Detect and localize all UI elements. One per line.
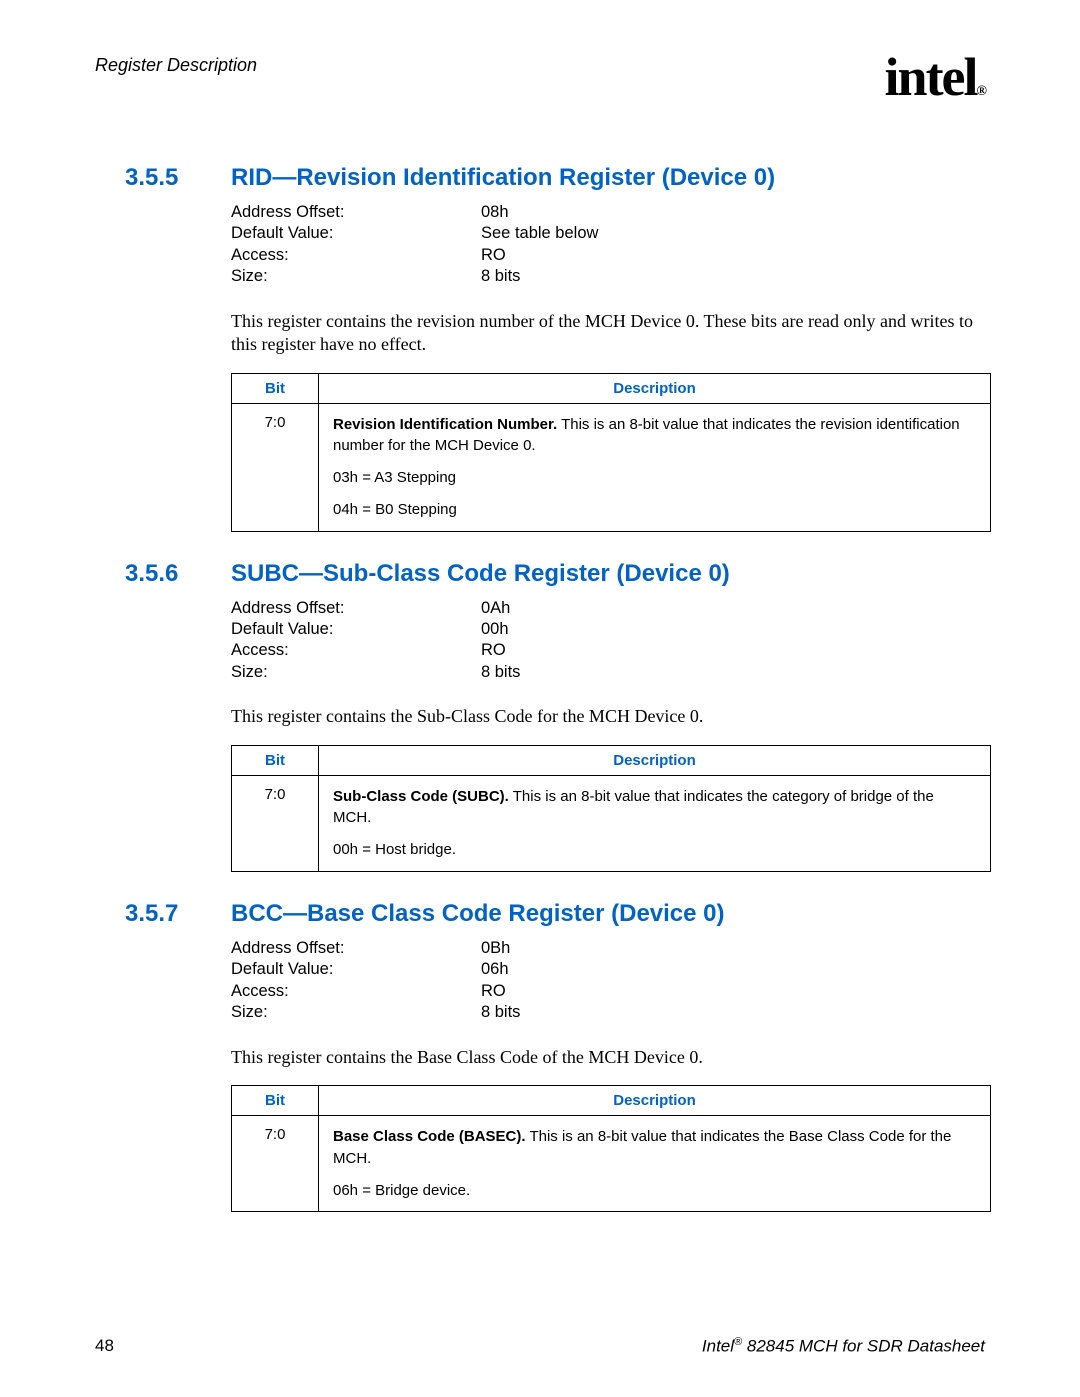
bit-cell: 7:0 [232,403,319,531]
table-row: 7:0 Base Class Code (BASEC). This is an … [232,1116,991,1212]
section-description: This register contains the revision numb… [231,310,985,357]
prop-label: Access: [231,981,481,1002]
desc-bold: Base Class Code (BASEC). [333,1128,526,1145]
prop-label: Size: [231,266,481,287]
page-number: 48 [95,1336,114,1357]
bit-cell: 7:0 [232,1116,319,1212]
desc-bold: Revision Identification Number. [333,416,557,433]
prop-label: Access: [231,640,481,661]
intel-logo: intel® [885,50,985,104]
prop-label: Size: [231,662,481,683]
prop-label: Address Offset: [231,598,481,619]
prop-label: Address Offset: [231,202,481,223]
prop-value: 06h [481,959,509,980]
section-heading: 3.5.6 SUBC—Sub-Class Code Register (Devi… [125,560,985,588]
bit-table: Bit Description 7:0 Base Class Code (BAS… [231,1085,991,1212]
table-header-bit: Bit [232,1086,319,1116]
table-header-desc: Description [319,745,991,775]
table-row: 7:0 Revision Identification Number. This… [232,403,991,531]
register-properties: Address Offset:0Bh Default Value:06h Acc… [231,938,985,1024]
table-header-desc: Description [319,1086,991,1116]
page-footer: 48 Intel® 82845 MCH for SDR Datasheet [95,1336,985,1357]
section-number: 3.5.7 [125,900,231,928]
section-title: SUBC—Sub-Class Code Register (Device 0) [231,560,730,588]
section-number: 3.5.5 [125,164,231,192]
prop-label: Default Value: [231,959,481,980]
section-description: This register contains the Sub-Class Cod… [231,705,985,728]
prop-value: See table below [481,223,598,244]
footer-doc-title: Intel® 82845 MCH for SDR Datasheet [702,1336,985,1357]
prop-value: 00h [481,619,509,640]
prop-label: Default Value: [231,223,481,244]
prop-value: RO [481,245,506,266]
bit-cell: 7:0 [232,775,319,871]
table-header-bit: Bit [232,745,319,775]
desc-bold: Sub-Class Code (SUBC). [333,788,509,805]
desc-cell: Revision Identification Number. This is … [319,403,991,531]
section-title: RID—Revision Identification Register (De… [231,164,775,192]
header-title: Register Description [95,55,257,76]
desc-line: 04h = B0 Stepping [333,499,976,521]
section-number: 3.5.6 [125,560,231,588]
prop-value: 0Ah [481,598,510,619]
section-heading: 3.5.5 RID—Revision Identification Regist… [125,164,985,192]
prop-value: 0Bh [481,938,510,959]
register-properties: Address Offset:08h Default Value:See tab… [231,202,985,288]
desc-line: 03h = A3 Stepping [333,467,976,489]
prop-value: RO [481,640,506,661]
prop-value: 8 bits [481,266,520,287]
desc-line: 00h = Host bridge. [333,839,976,861]
page-header: Register Description intel® [95,50,985,104]
section-description: This register contains the Base Class Co… [231,1046,985,1069]
content: 3.5.5 RID—Revision Identification Regist… [125,164,985,1212]
table-header-bit: Bit [232,373,319,403]
register-properties: Address Offset:0Ah Default Value:00h Acc… [231,598,985,684]
desc-cell: Sub-Class Code (SUBC). This is an 8-bit … [319,775,991,871]
table-row: 7:0 Sub-Class Code (SUBC). This is an 8-… [232,775,991,871]
page: Register Description intel® 3.5.5 RID—Re… [0,0,1080,1397]
section-heading: 3.5.7 BCC—Base Class Code Register (Devi… [125,900,985,928]
section-title: BCC—Base Class Code Register (Device 0) [231,900,725,928]
bit-table: Bit Description 7:0 Sub-Class Code (SUBC… [231,745,991,872]
registered-mark: ® [734,1336,742,1348]
prop-label: Access: [231,245,481,266]
prop-value: 08h [481,202,509,223]
table-header-desc: Description [319,373,991,403]
prop-value: RO [481,981,506,1002]
registered-mark: ® [977,84,985,99]
prop-label: Address Offset: [231,938,481,959]
prop-label: Size: [231,1002,481,1023]
desc-line: 06h = Bridge device. [333,1180,976,1202]
prop-value: 8 bits [481,662,520,683]
bit-table: Bit Description 7:0 Revision Identificat… [231,373,991,532]
desc-cell: Base Class Code (BASEC). This is an 8-bi… [319,1116,991,1212]
prop-label: Default Value: [231,619,481,640]
prop-value: 8 bits [481,1002,520,1023]
